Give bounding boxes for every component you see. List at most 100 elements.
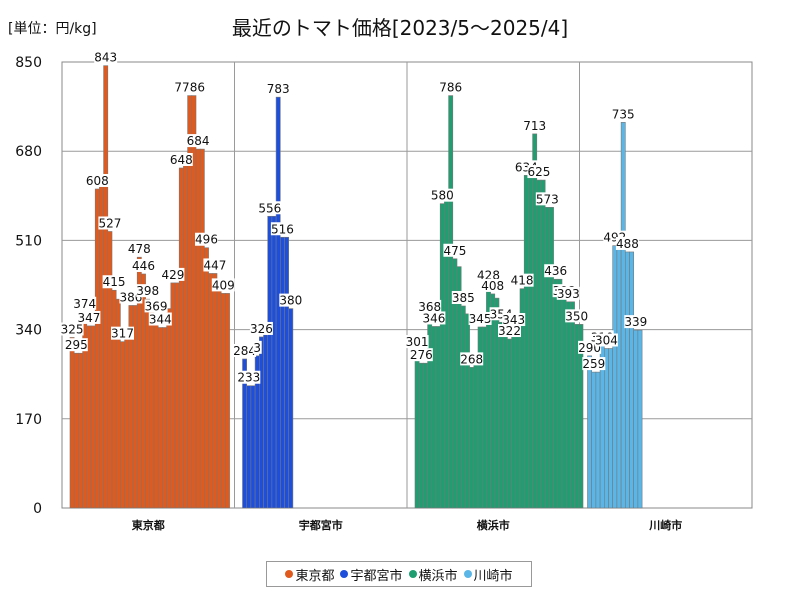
data-label: 347 (77, 311, 100, 325)
legend-marker (408, 570, 417, 578)
data-label: 527 (98, 216, 121, 230)
data-label: 374 (73, 297, 96, 311)
data-label-bg (144, 299, 168, 313)
bar (246, 385, 252, 509)
data-label-bg (279, 293, 303, 307)
bar (540, 179, 546, 509)
data-label: 7786 (174, 81, 205, 95)
data-label: 268 (460, 352, 483, 366)
x-category-label: 川崎市 (648, 518, 682, 532)
data-label-bg (527, 165, 551, 179)
bar (629, 251, 634, 509)
data-label-bg (422, 311, 446, 325)
data-label: 786 (439, 81, 462, 95)
bar (220, 293, 226, 509)
bar (469, 367, 475, 509)
data-label-bg (169, 152, 193, 166)
data-label: 429 (161, 268, 184, 282)
data-label: 385 (452, 291, 475, 305)
bar (565, 301, 571, 509)
data-label-bg (405, 335, 429, 349)
bar (549, 207, 554, 509)
data-label-bg (85, 173, 109, 187)
data-label-bg (237, 370, 261, 384)
data-label: 326 (250, 322, 273, 336)
data-label-bg (611, 107, 635, 121)
bar (263, 334, 268, 509)
data-label-bg (468, 311, 492, 325)
bar (225, 293, 230, 509)
data-label: 684 (187, 134, 210, 148)
bar (111, 289, 117, 509)
data-label: 317 (111, 327, 134, 341)
data-label: 325 (61, 322, 84, 336)
bar (608, 348, 613, 509)
data-label-bg (510, 273, 534, 287)
y-tick-label: 850 (15, 55, 42, 71)
data-label-bg (451, 290, 475, 304)
data-label-bg (409, 348, 433, 362)
bar (73, 352, 79, 509)
bar (288, 308, 294, 509)
bar (267, 215, 273, 509)
legend: 東京都 宇都宮市 横浜市 川崎市 (266, 561, 532, 587)
data-label-bg (136, 284, 160, 298)
data-label-bg (195, 232, 218, 246)
data-label-bg (174, 80, 205, 94)
data-label-bg (439, 80, 463, 94)
bar (612, 245, 618, 509)
data-label-bg (270, 222, 294, 236)
bar (183, 160, 188, 509)
data-label-bg (523, 118, 547, 132)
legend-label: 東京都 (295, 568, 335, 584)
data-label-bg (460, 352, 484, 366)
legend-item: 川崎市 (463, 565, 513, 584)
legend-label: 横浜市 (418, 568, 458, 584)
bar (507, 338, 512, 509)
bar (502, 334, 508, 509)
legend-item: 横浜市 (408, 565, 458, 584)
bar (279, 236, 285, 509)
bar (490, 293, 496, 509)
data-label-bg (249, 321, 273, 335)
bar (435, 326, 441, 509)
bar (162, 327, 167, 509)
x-category-label: 東京都 (132, 518, 165, 532)
data-label-bg (498, 324, 521, 338)
bar (557, 278, 563, 509)
bar (174, 282, 180, 509)
bar (536, 179, 542, 509)
bar (212, 273, 218, 509)
bar (284, 236, 289, 509)
data-label: 304 (595, 333, 618, 347)
data-label: 233 (237, 371, 260, 385)
bar (271, 215, 277, 509)
x-category-label: 横浜市 (477, 518, 510, 532)
data-label: 573 (536, 192, 559, 206)
data-label: 339 (624, 315, 647, 329)
bar (532, 133, 538, 509)
bar (578, 324, 584, 509)
data-label: 408 (481, 279, 504, 293)
bar (633, 329, 639, 509)
data-label: 447 (203, 258, 226, 272)
bar (561, 298, 567, 509)
data-label-bg (258, 201, 282, 215)
data-label-bg (161, 267, 185, 281)
unit-label: [単位：円/kg] (8, 21, 97, 37)
bar (99, 182, 104, 509)
data-label: 295 (65, 338, 88, 352)
data-label: 393 (557, 287, 580, 301)
data-label: 418 (511, 274, 534, 288)
data-label-bg (477, 268, 500, 282)
bar (637, 329, 643, 509)
legend-item: 宇都宮市 (340, 565, 403, 584)
data-label: 496 (195, 233, 218, 247)
bar (473, 360, 479, 509)
legend-label: 川崎市 (473, 568, 513, 584)
bar (204, 247, 209, 509)
data-label-bg (594, 333, 618, 347)
bar (107, 231, 113, 509)
data-label-bg (252, 340, 262, 354)
